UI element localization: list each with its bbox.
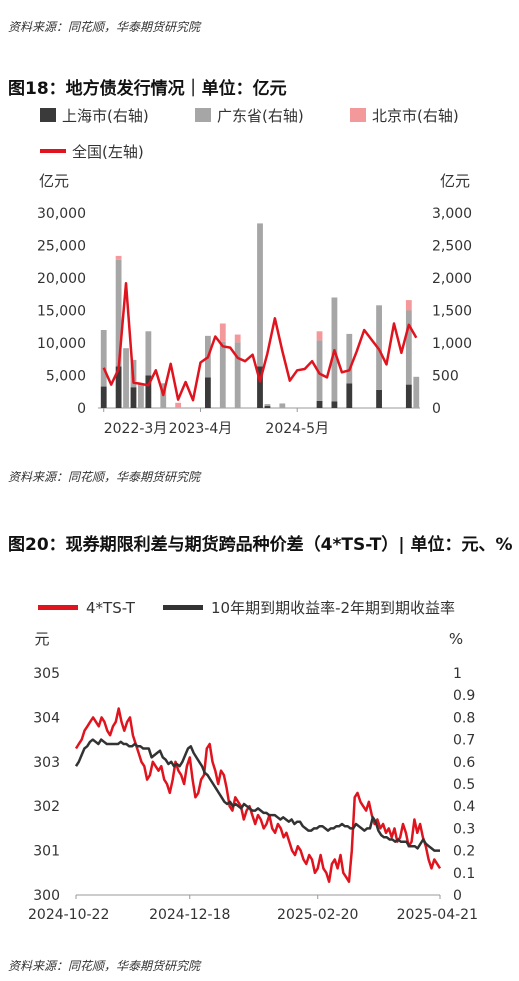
- bar-shanghai: [257, 366, 263, 408]
- left-axis-unit: 元: [34, 630, 49, 648]
- line-10y-2y-spread: [74, 738, 440, 852]
- legend-label: 10年期到期收益率-2年期到期收益率: [211, 599, 455, 617]
- right-tick-label: 0.5: [453, 777, 475, 793]
- bar-guangdong: [115, 259, 122, 367]
- bar-shanghai: [376, 389, 382, 408]
- right-tick-label: 0.2: [453, 844, 475, 860]
- bar-beijing: [115, 255, 122, 260]
- right-tick-label: 1: [453, 666, 462, 682]
- x-tick-label: 2024-10-22: [28, 907, 109, 923]
- legend-swatch: [195, 108, 211, 122]
- x-tick-label: 2025-02-20: [277, 907, 358, 923]
- left-tick-label: 30,000: [37, 206, 86, 222]
- right-axis-unit: %: [449, 630, 463, 648]
- bar-guangdong: [138, 384, 144, 408]
- legend-swatch: [40, 108, 56, 122]
- bar-beijing: [405, 300, 412, 311]
- bar-beijing: [175, 402, 182, 408]
- bar-beijing: [234, 334, 241, 343]
- bar-shanghai: [145, 375, 152, 408]
- right-tick-label: 0.7: [453, 733, 475, 749]
- legend-label: 北京市(右轴): [372, 107, 459, 125]
- right-tick-label: 2,500: [432, 239, 472, 255]
- left-tick-label: 301: [33, 844, 60, 860]
- bar-shanghai: [346, 383, 353, 408]
- legend-label: 广东省(右轴): [217, 107, 304, 125]
- bar-guangdong: [405, 310, 412, 385]
- bar-guangdong: [413, 376, 420, 408]
- bar-guangdong: [316, 340, 323, 401]
- bar-shanghai: [316, 400, 323, 408]
- legend-swatch: [40, 149, 66, 153]
- left-tick-label: 303: [33, 755, 60, 771]
- x-tick-label: 2024-5月: [265, 421, 329, 437]
- left-axis-unit: 亿元: [39, 172, 69, 190]
- bar-guangdong: [234, 342, 241, 408]
- left-tick-label: 302: [33, 799, 60, 815]
- left-tick-label: 20,000: [37, 271, 86, 287]
- left-tick-label: 0: [77, 401, 86, 417]
- bar-beijing: [316, 331, 323, 341]
- bar-shanghai: [264, 406, 271, 408]
- line-4ts-t: [74, 707, 442, 883]
- right-tick-label: 0.1: [453, 866, 475, 882]
- source-note-middle: 资料来源：同花顺，华泰期货研究院: [8, 470, 201, 484]
- chart2-title: 图20：现券期限利差与期货跨品种价差（4*TS-T）| 单位：元、%: [8, 535, 513, 555]
- right-tick-label: 0.9: [453, 688, 475, 704]
- x-tick-label: 2023-4月: [169, 421, 233, 437]
- legend-swatch: [38, 605, 78, 610]
- legend-label: 上海市(右轴): [62, 107, 149, 125]
- bar-shanghai: [115, 366, 122, 408]
- right-tick-label: 2,000: [432, 271, 472, 287]
- right-tick-label: 1,500: [432, 304, 472, 320]
- left-tick-label: 304: [33, 710, 60, 726]
- right-tick-label: 0: [453, 888, 462, 904]
- legend-label: 全国(左轴): [72, 143, 144, 161]
- right-axis-unit: 亿元: [440, 172, 470, 190]
- x-tick-label: 2022-3月: [104, 421, 168, 437]
- right-tick-label: 500: [432, 369, 459, 385]
- bar-guangdong: [145, 331, 152, 376]
- bar-beijing: [219, 323, 226, 342]
- legend-label: 4*TS-T: [86, 599, 136, 617]
- right-tick-label: 0: [432, 401, 441, 417]
- left-tick-label: 15,000: [37, 304, 86, 320]
- bar-shanghai: [331, 401, 338, 408]
- bar-guangdong: [346, 333, 353, 384]
- bar-guangdong: [219, 341, 226, 408]
- bar-guangdong: [264, 404, 271, 407]
- bar-shanghai: [205, 377, 211, 408]
- bar-shanghai: [100, 386, 107, 408]
- line-national: [102, 281, 418, 402]
- bar-guangdong: [257, 223, 263, 367]
- right-tick-label: 1,000: [432, 336, 472, 352]
- left-tick-label: 305: [33, 666, 60, 682]
- legend-swatch: [163, 605, 203, 610]
- source-note-top: 资料来源：同花顺，华泰期货研究院: [8, 20, 201, 34]
- chart1-local-bond-issuance: 上海市(右轴) 广东省(右轴) 北京市(右轴)全国(左轴)亿元 亿元30,00025,…: [37, 107, 472, 437]
- legend-swatch: [350, 108, 366, 122]
- bar-guangdong: [279, 403, 286, 408]
- right-tick-label: 0.8: [453, 710, 475, 726]
- bar-guangdong: [123, 348, 129, 408]
- bar-shanghai: [130, 387, 137, 408]
- left-tick-label: 300: [33, 888, 60, 904]
- left-tick-label: 10,000: [37, 336, 86, 352]
- right-tick-label: 0.6: [453, 755, 475, 771]
- right-tick-label: 0.4: [453, 799, 475, 815]
- right-tick-label: 3,000: [432, 206, 472, 222]
- bar-guangdong: [100, 330, 107, 387]
- right-tick-label: 0.3: [453, 821, 475, 837]
- x-tick-label: 2024-12-18: [149, 907, 230, 923]
- chart1-title: 图18：地方债发行情况｜单位：亿元: [8, 79, 287, 99]
- left-tick-label: 5,000: [46, 369, 86, 385]
- left-tick-label: 25,000: [37, 239, 86, 255]
- bar-shanghai: [405, 384, 412, 408]
- source-note-bottom: 资料来源：同花顺，华泰期货研究院: [8, 959, 201, 973]
- x-tick-label: 2025-04-21: [397, 907, 478, 923]
